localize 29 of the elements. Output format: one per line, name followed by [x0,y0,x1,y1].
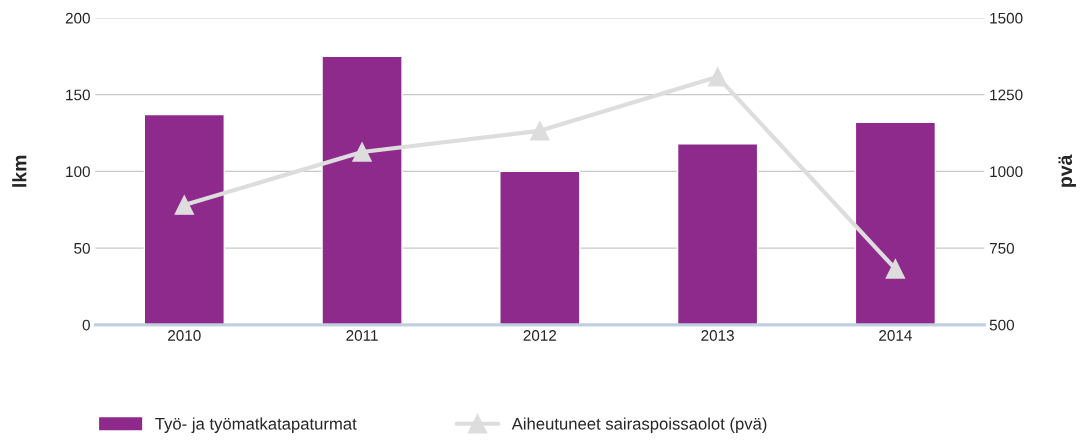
x-tick-label: 2012 [523,330,557,341]
point [885,259,906,279]
y2-tick-label: 500 [989,319,1015,331]
point [530,121,550,141]
bar [499,170,581,325]
bar [143,113,225,325]
y2-tick-label: 1500 [990,12,1023,24]
point [174,195,195,215]
y-tick-label: 0 [82,319,90,331]
legend-label: Työ- ja työmatkatapaturmat [155,417,357,433]
y-tick-label: 100 [66,166,90,178]
bar [854,121,937,325]
x-tick-label: 2013 [701,330,734,341]
y-tick-label: 200 [65,12,90,24]
y2-tick-label: 1000 [990,166,1023,178]
y-tick-label: 150 [66,89,90,101]
y-tick-label: 50 [74,242,90,254]
y2-tick-label: 1250 [990,89,1023,101]
bar [321,55,403,325]
x-tick-label: 2010 [168,330,201,341]
point [352,142,372,162]
y-axis-title: lkm [12,155,27,187]
legend-label: Aiheutuneet sairaspoissaolot (pvä) [511,417,767,433]
y2-axis-title: pvä [1058,154,1076,187]
bar [676,143,759,325]
y2-tick-label: 750 [989,242,1015,254]
x-tick-label: 2011 [346,330,378,341]
x-tick-label: 2014 [879,330,912,341]
point [707,67,728,87]
